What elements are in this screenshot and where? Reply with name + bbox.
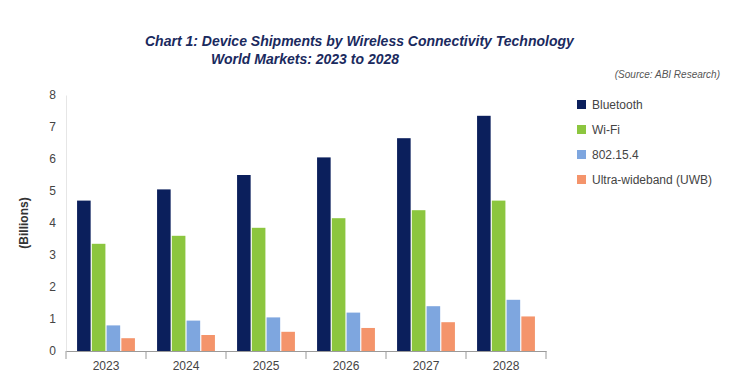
bars (77, 116, 535, 351)
bar (397, 138, 411, 351)
bar (317, 157, 331, 351)
chart: Chart 1: Device Shipments by Wireless Co… (0, 0, 756, 391)
bar (121, 338, 135, 351)
bar-series (121, 316, 535, 351)
x-tick: 2028 (493, 351, 520, 373)
x-tick: 2023 (93, 351, 120, 373)
bar (507, 300, 521, 351)
x-tick: 2027 (413, 351, 440, 373)
bar (332, 218, 346, 351)
y-tick: 1 (49, 312, 66, 326)
legend-swatch (577, 150, 586, 159)
bar (427, 306, 441, 351)
y-axis: 0 1 2 3 4 5 6 7 8 (49, 88, 66, 358)
legend: Bluetooth Wi-Fi 802.15.4 Ultra-wideband (UW… (577, 98, 712, 187)
bar (172, 236, 186, 351)
bar (492, 201, 506, 351)
x-tick: 2026 (333, 351, 360, 373)
x-tick: 2025 (253, 351, 280, 373)
bar (521, 316, 535, 351)
x-axis: 2023 2024 2025 2026 2027 2028 (67, 351, 547, 373)
category-separator (546, 351, 547, 359)
y-tick-label: 7 (49, 120, 56, 134)
x-tick-label: 2025 (253, 359, 280, 373)
category-separator (306, 351, 307, 359)
bar (201, 335, 215, 351)
x-tick-label: 2027 (413, 359, 440, 373)
legend-label: 802.15.4 (592, 148, 639, 162)
bar (347, 313, 361, 351)
legend-label: Bluetooth (592, 98, 643, 112)
subtitle: World Markets: 2023 to 2028 (211, 51, 399, 67)
legend-item: Ultra-wideband (UWB) (577, 173, 712, 187)
bar-series (92, 201, 506, 351)
category-separator (386, 351, 387, 359)
y-tick: 7 (49, 120, 66, 134)
bar (252, 228, 266, 351)
bar (441, 322, 455, 351)
y-tick-label: 6 (49, 152, 56, 166)
source-note: (Source: ABI Research) (615, 69, 720, 80)
y-tick: 2 (49, 280, 66, 294)
category-separator (146, 351, 147, 359)
bar (107, 325, 121, 351)
title: Chart 1: Device Shipments by Wireless Co… (145, 33, 575, 49)
legend-swatch (577, 175, 586, 184)
bar (412, 210, 426, 351)
bar-series (107, 300, 521, 351)
bar (77, 201, 91, 351)
y-tick: 8 (49, 88, 66, 102)
bar (237, 175, 251, 351)
category-separators (66, 351, 546, 359)
legend-item: Bluetooth (577, 98, 643, 112)
y-tick-label: 2 (49, 280, 56, 294)
y-tick: 3 (49, 248, 66, 262)
y-tick-label: 1 (49, 312, 56, 326)
bar (92, 244, 106, 351)
x-tick-label: 2028 (493, 359, 520, 373)
legend-item: 802.15.4 (577, 148, 639, 162)
x-tick-label: 2023 (93, 359, 120, 373)
category-separator (466, 351, 467, 359)
y-axis-line (66, 96, 67, 352)
x-tick: 2024 (173, 351, 200, 373)
y-axis-title: (Billions) (17, 197, 31, 248)
bar-series (77, 116, 491, 351)
legend-label: Wi-Fi (592, 123, 620, 137)
y-tick: 6 (49, 152, 66, 166)
y-tick-label: 0 (49, 344, 56, 358)
y-tick: 5 (49, 184, 66, 198)
bar (187, 321, 201, 351)
legend-item: Wi-Fi (577, 123, 620, 137)
x-tick-label: 2026 (333, 359, 360, 373)
category-separator (66, 351, 67, 359)
y-tick-label: 4 (49, 216, 56, 230)
bar (281, 332, 295, 351)
category-separator (226, 351, 227, 359)
legend-swatch (577, 125, 586, 134)
legend-swatch (577, 100, 586, 109)
bar (157, 189, 171, 351)
bar (361, 328, 375, 351)
y-tick-label: 8 (49, 88, 56, 102)
y-tick-label: 3 (49, 248, 56, 262)
y-tick: 4 (49, 216, 66, 230)
y-tick: 0 (49, 344, 66, 358)
legend-label: Ultra-wideband (UWB) (592, 173, 712, 187)
bar (267, 317, 281, 351)
x-tick-label: 2024 (173, 359, 200, 373)
y-tick-label: 5 (49, 184, 56, 198)
bar (477, 116, 491, 351)
